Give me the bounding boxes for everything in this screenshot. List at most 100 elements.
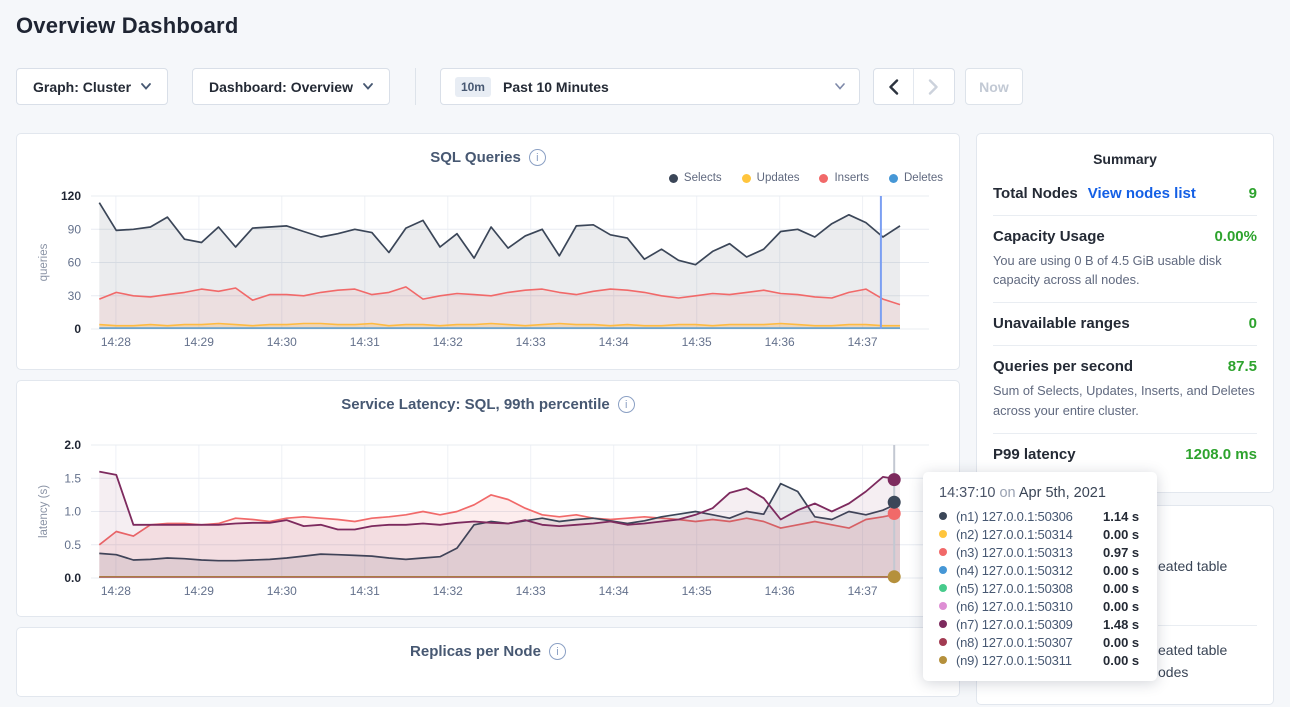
svg-text:14:28: 14:28	[101, 335, 131, 349]
event-text-fragment: eated table	[1158, 642, 1227, 658]
node-address: (n6) 127.0.0.1:50310	[956, 599, 1103, 614]
time-range-select[interactable]: 10m Past 10 Minutes	[440, 68, 860, 105]
tooltip-node-row: (n6) 127.0.0.1:503100.00 s	[939, 597, 1143, 615]
tooltip-node-row: (n2) 127.0.0.1:503140.00 s	[939, 525, 1143, 543]
svg-text:14:30: 14:30	[267, 584, 297, 598]
node-address: (n8) 127.0.0.1:50307	[956, 635, 1103, 650]
svg-text:14:29: 14:29	[184, 584, 214, 598]
summary-item-description: You are using 0 B of 4.5 GiB usable disk…	[993, 251, 1257, 289]
view-nodes-link[interactable]: View nodes list	[1088, 185, 1196, 202]
chevron-right-icon	[928, 79, 939, 95]
legend-label: Selects	[684, 172, 722, 184]
svg-text:1.5: 1.5	[64, 471, 81, 485]
summary-items: Total Nodes View nodes list 9 Capacity Usag…	[993, 173, 1257, 476]
tooltip-date: Apr 5th, 2021	[1019, 485, 1106, 501]
tooltip-node-row: (n3) 127.0.0.1:503130.97 s	[939, 543, 1143, 561]
legend-item[interactable]: Inserts	[819, 170, 869, 186]
summary-item-label: P99 latency	[993, 446, 1076, 463]
node-latency-value: 0.00 s	[1103, 599, 1139, 614]
svg-text:14:31: 14:31	[350, 335, 380, 349]
legend-color-dot	[889, 174, 898, 183]
events-divider	[1158, 625, 1257, 626]
series-color-dot	[939, 512, 947, 520]
now-button[interactable]: Now	[965, 68, 1023, 105]
graph-dropdown[interactable]: Graph: Cluster	[16, 68, 168, 105]
svg-text:2.0: 2.0	[64, 438, 81, 452]
replicas-per-node-card: Replicas per Node i	[16, 627, 960, 697]
chart-title: Replicas per Node	[410, 643, 541, 660]
summary-item-label: Total Nodes	[993, 185, 1078, 202]
svg-text:latency (s): latency (s)	[38, 485, 50, 538]
node-latency-value: 1.48 s	[1103, 617, 1139, 632]
charts-column: SQL Queries i SelectsUpdatesInsertsDelet…	[16, 133, 960, 707]
info-icon[interactable]: i	[618, 396, 635, 413]
svg-text:14:32: 14:32	[433, 584, 463, 598]
svg-text:14:36: 14:36	[765, 584, 795, 598]
node-address: (n1) 127.0.0.1:50306	[956, 509, 1103, 524]
series-color-dot	[939, 620, 947, 628]
sql-queries-chart[interactable]: 030609012014:2814:2914:3014:3114:3214:33…	[33, 188, 945, 352]
svg-text:14:33: 14:33	[516, 335, 546, 349]
svg-text:14:31: 14:31	[350, 584, 380, 598]
tooltip-timestamp: 14:37:10 on Apr 5th, 2021	[939, 485, 1143, 501]
tooltip-node-row: (n1) 127.0.0.1:503061.14 s	[939, 507, 1143, 525]
tooltip-conjunction: on	[999, 485, 1015, 501]
svg-text:14:35: 14:35	[682, 335, 712, 349]
graph-dropdown-label: Graph: Cluster	[33, 79, 131, 95]
node-address: (n7) 127.0.0.1:50309	[956, 617, 1103, 632]
info-icon[interactable]: i	[549, 643, 566, 660]
time-range-label: Past 10 Minutes	[503, 79, 609, 95]
chevron-left-icon	[888, 79, 899, 95]
series-color-dot	[939, 638, 947, 646]
summary-item-label: Queries per second	[993, 358, 1133, 375]
dashboard-dropdown[interactable]: Dashboard: Overview	[192, 68, 390, 105]
summary-item-value: 0	[1249, 315, 1257, 332]
series-color-dot	[939, 602, 947, 610]
legend-color-dot	[819, 174, 828, 183]
legend-label: Updates	[757, 172, 800, 184]
time-back-button[interactable]	[874, 69, 914, 104]
svg-text:14:33: 14:33	[516, 584, 546, 598]
toolbar: Graph: Cluster Dashboard: Overview 10m P…	[16, 68, 1023, 105]
svg-text:14:37: 14:37	[848, 335, 878, 349]
svg-text:14:30: 14:30	[267, 335, 297, 349]
summary-item-description: Sum of Selects, Updates, Inserts, and De…	[993, 381, 1257, 419]
summary-item: Unavailable ranges 0	[993, 303, 1257, 346]
dashboard-dropdown-label: Dashboard: Overview	[209, 79, 353, 95]
info-icon[interactable]: i	[529, 149, 546, 166]
svg-text:120: 120	[61, 189, 81, 203]
time-forward-button[interactable]	[914, 69, 954, 104]
series-color-dot	[939, 656, 947, 664]
tooltip-node-row: (n5) 127.0.0.1:503080.00 s	[939, 579, 1143, 597]
chevron-down-icon	[141, 83, 151, 90]
node-address: (n3) 127.0.0.1:50313	[956, 545, 1103, 560]
tooltip-node-row: (n7) 127.0.0.1:503091.48 s	[939, 615, 1143, 633]
node-latency-value: 0.00 s	[1103, 563, 1139, 578]
series-color-dot	[939, 530, 947, 538]
svg-text:60: 60	[68, 256, 82, 270]
svg-text:14:34: 14:34	[599, 584, 629, 598]
svg-text:14:28: 14:28	[101, 584, 131, 598]
summary-item-label: Unavailable ranges	[993, 315, 1130, 332]
node-address: (n2) 127.0.0.1:50314	[956, 527, 1103, 542]
series-color-dot	[939, 548, 947, 556]
summary-item: Queries per second 87.5 Sum of Selects, Up…	[993, 346, 1257, 433]
node-latency-value: 0.97 s	[1103, 545, 1139, 560]
svg-text:0: 0	[74, 322, 81, 336]
chart-title: Service Latency: SQL, 99th percentile	[341, 396, 609, 413]
summary-item-value: 9	[1249, 185, 1257, 202]
page-title: Overview Dashboard	[16, 13, 238, 39]
svg-text:30: 30	[68, 289, 82, 303]
summary-item-value: 87.5	[1228, 358, 1257, 375]
summary-panel: Summary Total NodesView nodes list9Capac…	[976, 133, 1274, 493]
legend-item[interactable]: Deletes	[889, 170, 943, 186]
legend-item[interactable]: Updates	[742, 170, 800, 186]
legend-label: Deletes	[904, 172, 943, 184]
svg-text:90: 90	[68, 222, 82, 236]
service-latency-chart[interactable]: 0.00.51.01.52.014:2814:2914:3014:3114:32…	[33, 437, 945, 601]
legend-item[interactable]: Selects	[669, 170, 722, 186]
svg-text:14:35: 14:35	[682, 584, 712, 598]
event-text-fragment: odes	[1158, 664, 1188, 680]
svg-text:14:32: 14:32	[433, 335, 463, 349]
summary-item: Capacity Usage0.00%You are using 0 B of …	[993, 216, 1257, 303]
